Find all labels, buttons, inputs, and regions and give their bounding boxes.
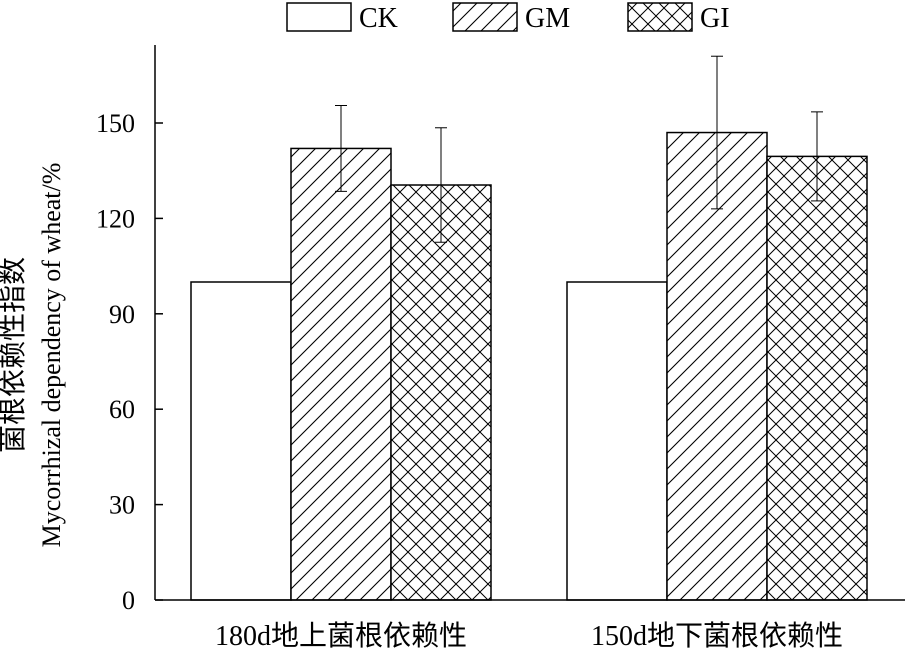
bars — [190, 131, 868, 601]
error-bar-gi-1 — [811, 111, 823, 202]
error-bars — [335, 55, 823, 243]
legend-label-ck: CK — [359, 3, 398, 34]
bar-ck-1 — [566, 281, 668, 601]
y-tick-label-150: 150 — [96, 109, 135, 138]
legend-swatch-ck — [286, 2, 352, 32]
bar-gi-0 — [390, 184, 492, 601]
x-tick-label-0: 180d地上菌根依赖性 — [215, 620, 467, 652]
y-tick-label-30: 30 — [109, 491, 135, 520]
error-bar-gm-0 — [335, 105, 347, 192]
y-tick-label-0: 0 — [122, 586, 135, 615]
legend-label-gi: GI — [700, 3, 730, 34]
bar-gi-1 — [766, 155, 868, 601]
legend-swatch-gi — [627, 2, 693, 32]
y-axis: 0 30 60 90 120 150 — [96, 45, 163, 615]
bar-gm-1 — [666, 131, 768, 601]
legend: CK GM GI — [286, 2, 730, 34]
y-axis-title: 菌根依赖性指数 Mycorrhizal dependency of wheat/… — [0, 163, 66, 548]
error-bar-gm-1 — [711, 55, 723, 210]
y-axis-title-cn: 菌根依赖性指数 — [0, 257, 29, 453]
legend-item-gi: GI — [627, 2, 730, 34]
legend-swatch-gm — [452, 2, 518, 32]
y-tick-label-90: 90 — [109, 300, 135, 329]
bar-ck-0 — [190, 281, 292, 601]
error-bar-gi-0 — [435, 127, 447, 243]
bar-gm-0 — [290, 147, 392, 601]
legend-item-gm: GM — [452, 2, 570, 34]
legend-label-gm: GM — [525, 3, 570, 34]
legend-item-ck: CK — [286, 2, 398, 34]
y-tick-label-60: 60 — [109, 395, 135, 424]
x-axis: 180d地上菌根依赖性 150d地下菌根依赖性 — [155, 599, 905, 652]
x-tick-label-1: 150d地下菌根依赖性 — [591, 620, 843, 652]
y-axis-title-en: Mycorrhizal dependency of wheat/% — [37, 163, 66, 548]
y-tick-label-120: 120 — [96, 204, 135, 233]
